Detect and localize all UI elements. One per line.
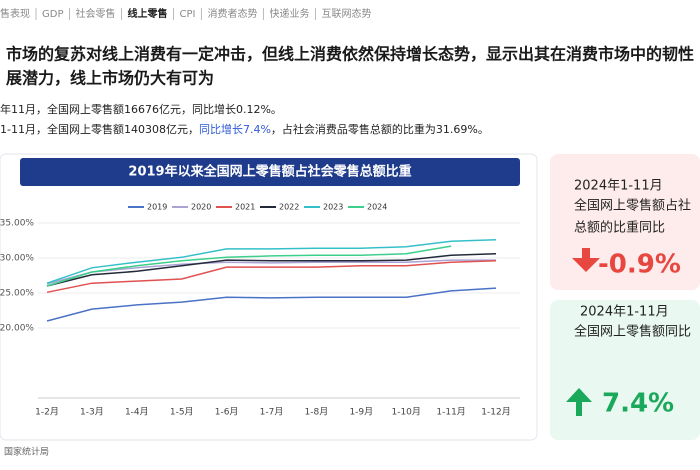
nav-item: 互联网态势 <box>321 7 371 20</box>
card-period: 2024年1-11月 <box>574 179 663 194</box>
y-tick-label: 25.00% <box>0 289 34 299</box>
arrow-up <box>566 388 592 416</box>
series-line <box>46 260 497 294</box>
fact-text: 同比增长7.4% <box>199 122 271 136</box>
chart-title: 2019年以来全国网上零售额占社会零售总额比重 <box>128 164 411 180</box>
card-period: 2024年1-11月 <box>580 305 669 320</box>
chart-panel <box>0 153 538 441</box>
headline: 市场的复苏对线上消费有一定冲击，但线上消费依然保持增长态势，显示出其在消费市场中… <box>6 45 694 64</box>
legend-label: 2020 <box>191 203 211 212</box>
series-line <box>46 259 496 285</box>
x-tick-label: 1-10月 <box>391 407 420 418</box>
fact-text: ，占社会消费品零售总额的比重为31.69%。 <box>271 122 489 136</box>
source: 国家统计局 <box>4 446 49 458</box>
legend-label: 2022 <box>279 203 299 212</box>
x-tick-label: 1-12月 <box>481 407 510 418</box>
card-line: 全国网上零售额同比 <box>574 324 691 340</box>
card-line: 总额的比重同比 <box>574 220 665 236</box>
arrow-down <box>572 248 600 272</box>
x-tick-label: 1-11月 <box>436 407 465 418</box>
x-tick-label: 1-3月 <box>80 407 104 418</box>
card-up <box>550 300 700 440</box>
card-value: -0.9% <box>598 250 681 280</box>
legend-label: 2023 <box>323 203 343 212</box>
fact-text: 1-11月，全国网上零售额140308亿元， <box>0 122 199 136</box>
x-tick-label: 1-2月 <box>35 407 59 418</box>
x-tick-label: 1-9月 <box>349 407 373 418</box>
series-line <box>46 253 497 287</box>
nav-item: 消费者态势 <box>207 7 257 20</box>
x-tick-label: 1-7月 <box>260 407 284 418</box>
fact-text: 年11月，全国网上零售额16676亿元，同比增长0.12%。 <box>0 102 282 116</box>
legend-label: 2024 <box>367 203 387 212</box>
chart-title-bar <box>20 158 520 186</box>
card-value: 7.4% <box>602 389 674 419</box>
series-line <box>46 239 497 284</box>
nav-item: 线上零售 <box>127 7 167 20</box>
x-tick-label: 1-5月 <box>170 407 194 418</box>
series-line <box>46 245 452 287</box>
nav-item: 社会零售 <box>75 7 115 20</box>
legend-label: 2019 <box>147 203 167 212</box>
y-tick-label: 30.00% <box>0 254 34 264</box>
y-tick-label: 20.00% <box>0 324 34 334</box>
card-line: 全国网上零售额占社 <box>574 198 691 214</box>
headline: 展潜力，线上市场仍大有可为 <box>6 69 214 88</box>
x-tick-label: 1-6月 <box>215 407 239 418</box>
nav-item: 快递业务 <box>269 7 309 20</box>
legend-label: 2021 <box>235 203 255 212</box>
x-tick-label: 1-8月 <box>305 407 329 418</box>
nav-item: 售表现 <box>0 7 30 20</box>
nav-item: CPI <box>179 9 195 20</box>
nav-item: GDP <box>42 9 63 20</box>
x-tick-label: 1-4月 <box>125 407 149 418</box>
y-tick-label: 35.00% <box>0 219 34 229</box>
series-line <box>46 287 497 322</box>
